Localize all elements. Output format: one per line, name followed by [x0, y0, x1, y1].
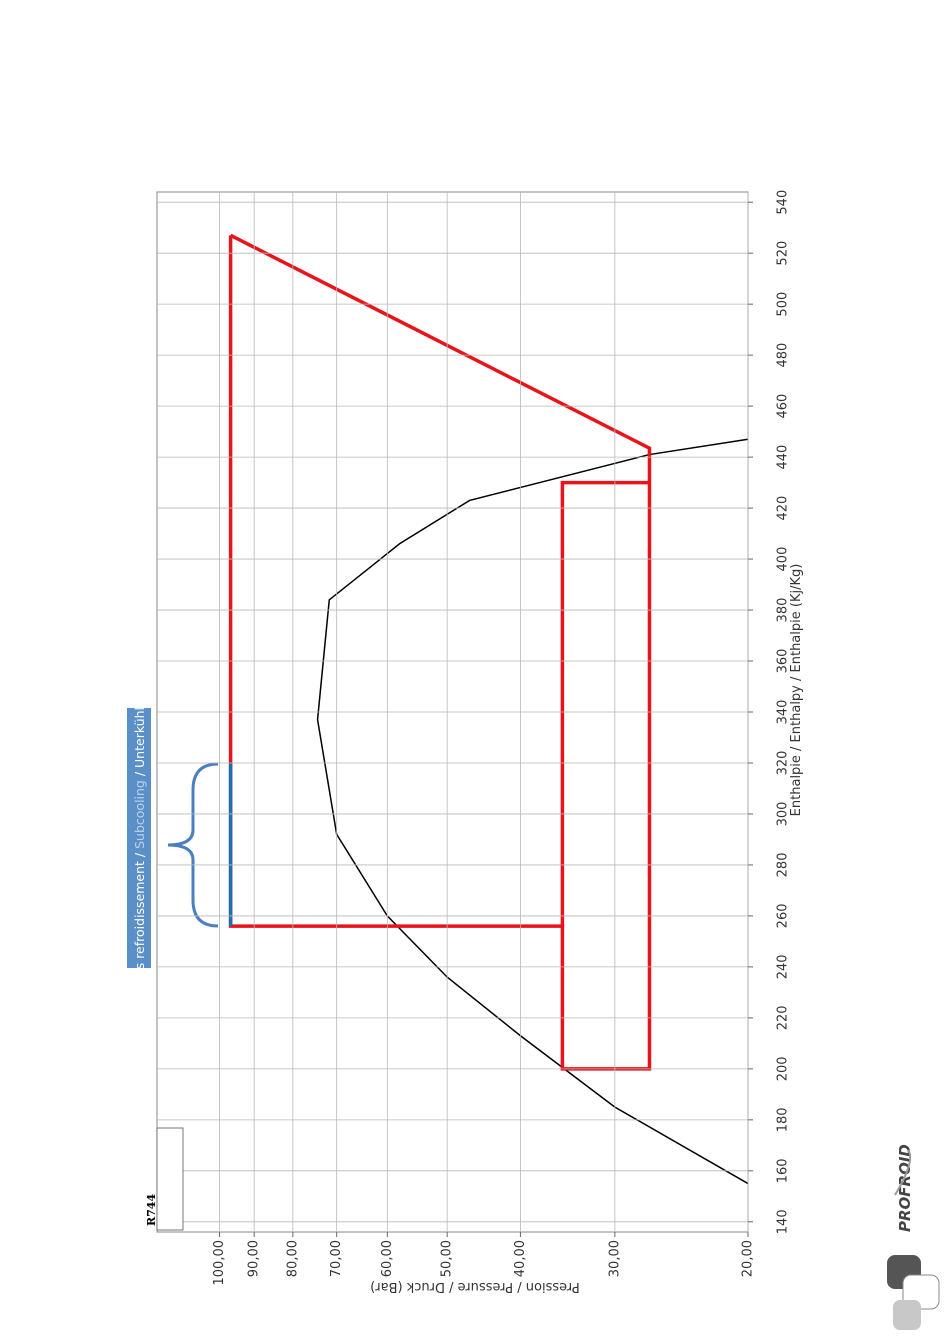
series-line — [560, 480, 650, 927]
x-tick-label: 300 — [776, 802, 791, 827]
x-tick-label: 440 — [776, 445, 791, 470]
x-tick-label: 260 — [776, 904, 791, 929]
x-tick-label: 160 — [776, 1158, 791, 1183]
y-tick-label: 30,00 — [607, 1240, 622, 1277]
x-tick-label: 280 — [776, 853, 791, 878]
x-tick-label: 460 — [776, 394, 791, 419]
y-tick-label: 70,00 — [329, 1240, 344, 1277]
title-box — [156, 1127, 184, 1231]
x-tick-label: 140 — [776, 1209, 791, 1234]
y-tick-label: 80,00 — [285, 1240, 300, 1277]
series-line — [316, 438, 749, 1185]
annotation-part: / Unterkühlung — [132, 683, 147, 780]
x-tick-label: 240 — [776, 954, 791, 979]
y-tick-label: 60,00 — [380, 1240, 395, 1277]
x-tick-label: 360 — [776, 649, 791, 674]
x-tick-label: 180 — [776, 1107, 791, 1132]
x-tick-label: 420 — [776, 496, 791, 521]
y-tick-label: 100,00 — [212, 1240, 227, 1286]
x-tick-label: 380 — [776, 598, 791, 623]
logo-swoosh — [894, 1149, 912, 1196]
y-axis-title: Pression / Pressure / Druck (Bar) — [370, 1279, 580, 1294]
x-tick-label: 220 — [776, 1005, 791, 1030]
y-tick-label: 90,00 — [247, 1240, 262, 1277]
brace — [167, 762, 219, 928]
x-tick-label: 540 — [776, 190, 791, 215]
annotation: Sous refroidissement / Subcooling / Unte… — [132, 683, 147, 993]
x-tick-label: 400 — [776, 547, 791, 572]
logo-square — [893, 1300, 921, 1330]
x-tick-label: 520 — [776, 241, 791, 266]
y-tick-label: 40,00 — [513, 1240, 528, 1277]
x-tick-label: 200 — [776, 1056, 791, 1081]
x-tick-label: 480 — [776, 343, 791, 368]
x-axis-title: Enthalpie / Enthalpy / Enthalpie (Kj/Kg) — [789, 564, 804, 817]
annotation-box — [127, 708, 151, 968]
x-tick-label: 340 — [776, 700, 791, 725]
y-tick-label: 20,00 — [741, 1240, 756, 1277]
x-tick-label: 320 — [776, 751, 791, 776]
y-tick-label: 50,00 — [440, 1240, 455, 1277]
chart-title: R744 — [145, 1194, 158, 1226]
x-tick-label: 500 — [776, 292, 791, 317]
annotation-part: Subcooling — [132, 780, 147, 849]
annotation-part: Sous refroidissement / — [132, 849, 147, 993]
